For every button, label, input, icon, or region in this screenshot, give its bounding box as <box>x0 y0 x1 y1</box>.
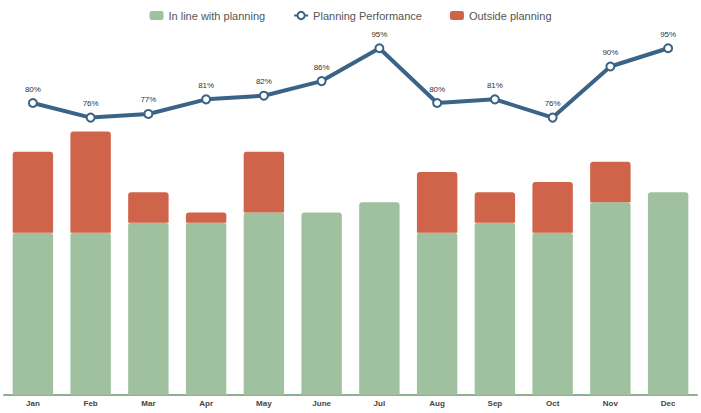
svg-text:Jul: Jul <box>374 399 386 408</box>
svg-text:95%: 95% <box>371 30 387 39</box>
svg-text:Sep: Sep <box>488 399 503 408</box>
svg-text:Jan: Jan <box>26 399 40 408</box>
svg-text:Planning Performance: Planning Performance <box>313 10 422 22</box>
svg-text:Aug: Aug <box>429 399 445 408</box>
svg-text:81%: 81% <box>198 81 214 90</box>
svg-text:82%: 82% <box>256 77 272 86</box>
svg-text:In line with planning: In line with planning <box>168 10 265 22</box>
svg-text:86%: 86% <box>314 63 330 72</box>
svg-text:Oct: Oct <box>546 399 560 408</box>
svg-text:May: May <box>256 399 272 408</box>
svg-text:Nov: Nov <box>603 399 619 408</box>
svg-text:81%: 81% <box>487 81 503 90</box>
svg-text:77%: 77% <box>140 95 156 104</box>
svg-text:76%: 76% <box>545 99 561 108</box>
svg-text:90%: 90% <box>602 48 618 57</box>
svg-text:Outside planning: Outside planning <box>469 10 552 22</box>
svg-text:Apr: Apr <box>199 399 213 408</box>
svg-text:76%: 76% <box>83 99 99 108</box>
svg-text:Mar: Mar <box>141 399 155 408</box>
svg-text:95%: 95% <box>660 30 676 39</box>
svg-text:80%: 80% <box>25 85 41 94</box>
svg-text:Dec: Dec <box>661 399 676 408</box>
svg-text:June: June <box>312 399 331 408</box>
svg-text:Feb: Feb <box>84 399 98 408</box>
svg-text:80%: 80% <box>429 85 445 94</box>
